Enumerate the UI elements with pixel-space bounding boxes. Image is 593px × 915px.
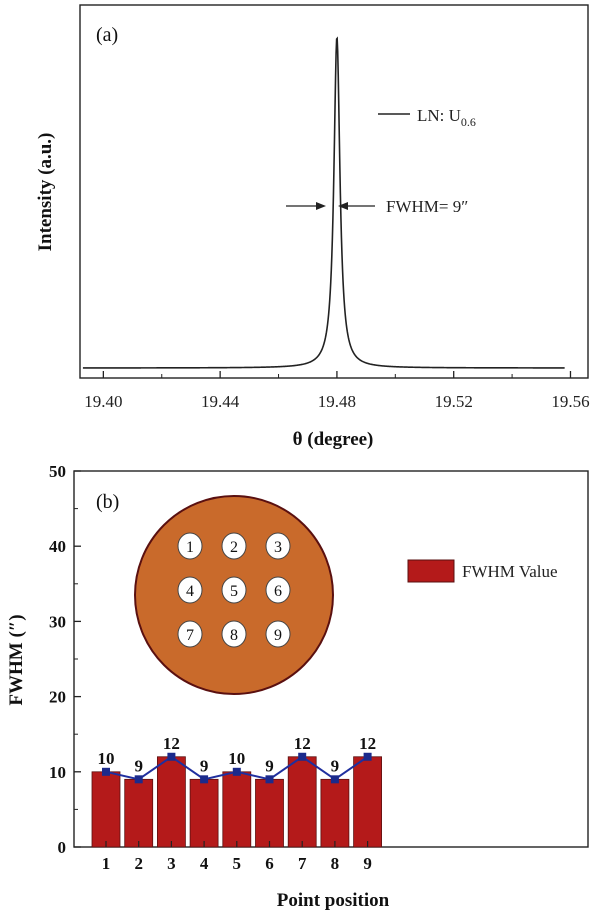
panel-a-intensity-curve xyxy=(82,36,565,369)
wafer-point-label: 7 xyxy=(186,627,194,644)
bar xyxy=(156,756,186,848)
y-tick-label: 0 xyxy=(58,838,67,857)
trend-marker xyxy=(200,775,209,784)
bar-value-label: 9 xyxy=(134,756,143,775)
panel-a-frame xyxy=(79,4,589,379)
trend-marker xyxy=(265,775,274,784)
bar-value-label: 10 xyxy=(98,749,115,768)
wafer-point-label: 4 xyxy=(186,583,194,600)
category-label: 8 xyxy=(331,854,340,873)
x-tick-label: 19.56 xyxy=(551,392,589,411)
wafer-point-label: 5 xyxy=(230,583,238,600)
wafer-point xyxy=(221,532,247,560)
bar xyxy=(320,778,350,848)
category-label: 1 xyxy=(102,854,111,873)
wafer-point xyxy=(221,620,247,648)
bar xyxy=(287,756,317,848)
bar-value-label: 10 xyxy=(228,749,245,768)
bar xyxy=(91,771,121,848)
panel-a-legend-label: LN: U0.6 xyxy=(417,106,476,129)
bar-value-label: 9 xyxy=(200,756,209,775)
x-tick-label: 19.52 xyxy=(435,392,473,411)
fwhm-arrows xyxy=(286,202,375,210)
bar-value-label: 9 xyxy=(331,756,340,775)
panel-a-y-axis-title: Intensity (a.u.) xyxy=(35,133,56,252)
wafer-point xyxy=(265,532,291,560)
wafer-point-label: 3 xyxy=(274,539,282,556)
x-tick-label: 19.44 xyxy=(201,392,240,411)
fwhm-annotation: FWHM= 9″ xyxy=(386,197,468,216)
bar-value-label: 12 xyxy=(163,734,180,753)
wafer-point xyxy=(177,620,203,648)
wafer-point-label: 2 xyxy=(230,539,238,556)
panel-a-x-axis-title: θ (degree) xyxy=(293,429,374,450)
category-label: 5 xyxy=(233,854,242,873)
trend-marker xyxy=(330,775,339,784)
trend-marker xyxy=(167,752,176,761)
panel-b-y-axis-title: FWHM (″) xyxy=(6,614,27,705)
trend-marker xyxy=(298,752,307,761)
wafer-point xyxy=(177,532,203,560)
panel-b-x-axis-title: Point position xyxy=(277,890,390,911)
wafer-point xyxy=(265,620,291,648)
y-tick-label: 20 xyxy=(49,688,66,707)
panel-a-x-ticks: 19.40 19.44 19.48 19.52 19.56 xyxy=(84,371,590,411)
panel-b-label: (b) xyxy=(96,491,119,513)
category-label: 7 xyxy=(298,854,307,873)
y-tick-label: 40 xyxy=(49,537,66,556)
bar xyxy=(189,778,219,848)
panel-b-trend-line xyxy=(102,752,372,784)
trend-marker xyxy=(102,767,110,776)
panel-b-category-labels: 1 2 3 4 5 6 7 8 9 xyxy=(102,841,372,873)
bar-value-label: 12 xyxy=(294,734,311,753)
y-tick-label: 10 xyxy=(49,763,66,782)
wafer-point xyxy=(221,576,247,604)
bar-value-label: 12 xyxy=(359,734,376,753)
wafer-point-label: 8 xyxy=(230,627,238,644)
category-label: 2 xyxy=(134,854,143,873)
wafer-point xyxy=(265,576,291,604)
category-label: 4 xyxy=(200,854,209,873)
trend-marker xyxy=(363,752,372,761)
panel-b-bars xyxy=(91,756,383,848)
bar xyxy=(255,778,284,848)
wafer-point-label: 9 xyxy=(274,627,282,644)
bar xyxy=(353,756,383,848)
wafer-point xyxy=(177,576,203,604)
y-tick-label: 50 xyxy=(49,462,66,481)
trend-marker xyxy=(232,767,241,776)
wafer-point-label: 6 xyxy=(274,583,282,600)
panel-b-legend-swatch xyxy=(407,559,455,583)
wafer-point-label: 1 xyxy=(186,539,194,556)
y-tick-label: 30 xyxy=(49,612,66,631)
category-label: 3 xyxy=(167,854,176,873)
category-label: 6 xyxy=(265,854,274,873)
bar xyxy=(124,778,154,848)
wafer-inset: 1 2 3 4 5 6 7 8 9 xyxy=(134,495,334,695)
x-tick-label: 19.40 xyxy=(84,392,122,411)
x-tick-label: 19.48 xyxy=(318,392,356,411)
panel-a-label: (a) xyxy=(96,24,118,46)
category-label: 9 xyxy=(363,854,372,873)
panel-a: (a) 19.40 19.44 19.48 19.52 19.56 LN: U0.6 F… xyxy=(35,4,590,450)
panel-b-y-ticks: 0 10 20 30 40 50 xyxy=(49,462,81,857)
bar-value-label: 9 xyxy=(265,756,274,775)
panel-b-legend-label: FWHM Value xyxy=(462,562,558,581)
trend-marker xyxy=(134,775,143,784)
bar xyxy=(222,771,252,848)
panel-b-bar-labels: 10 9 12 9 10 9 12 9 12 xyxy=(98,734,377,776)
